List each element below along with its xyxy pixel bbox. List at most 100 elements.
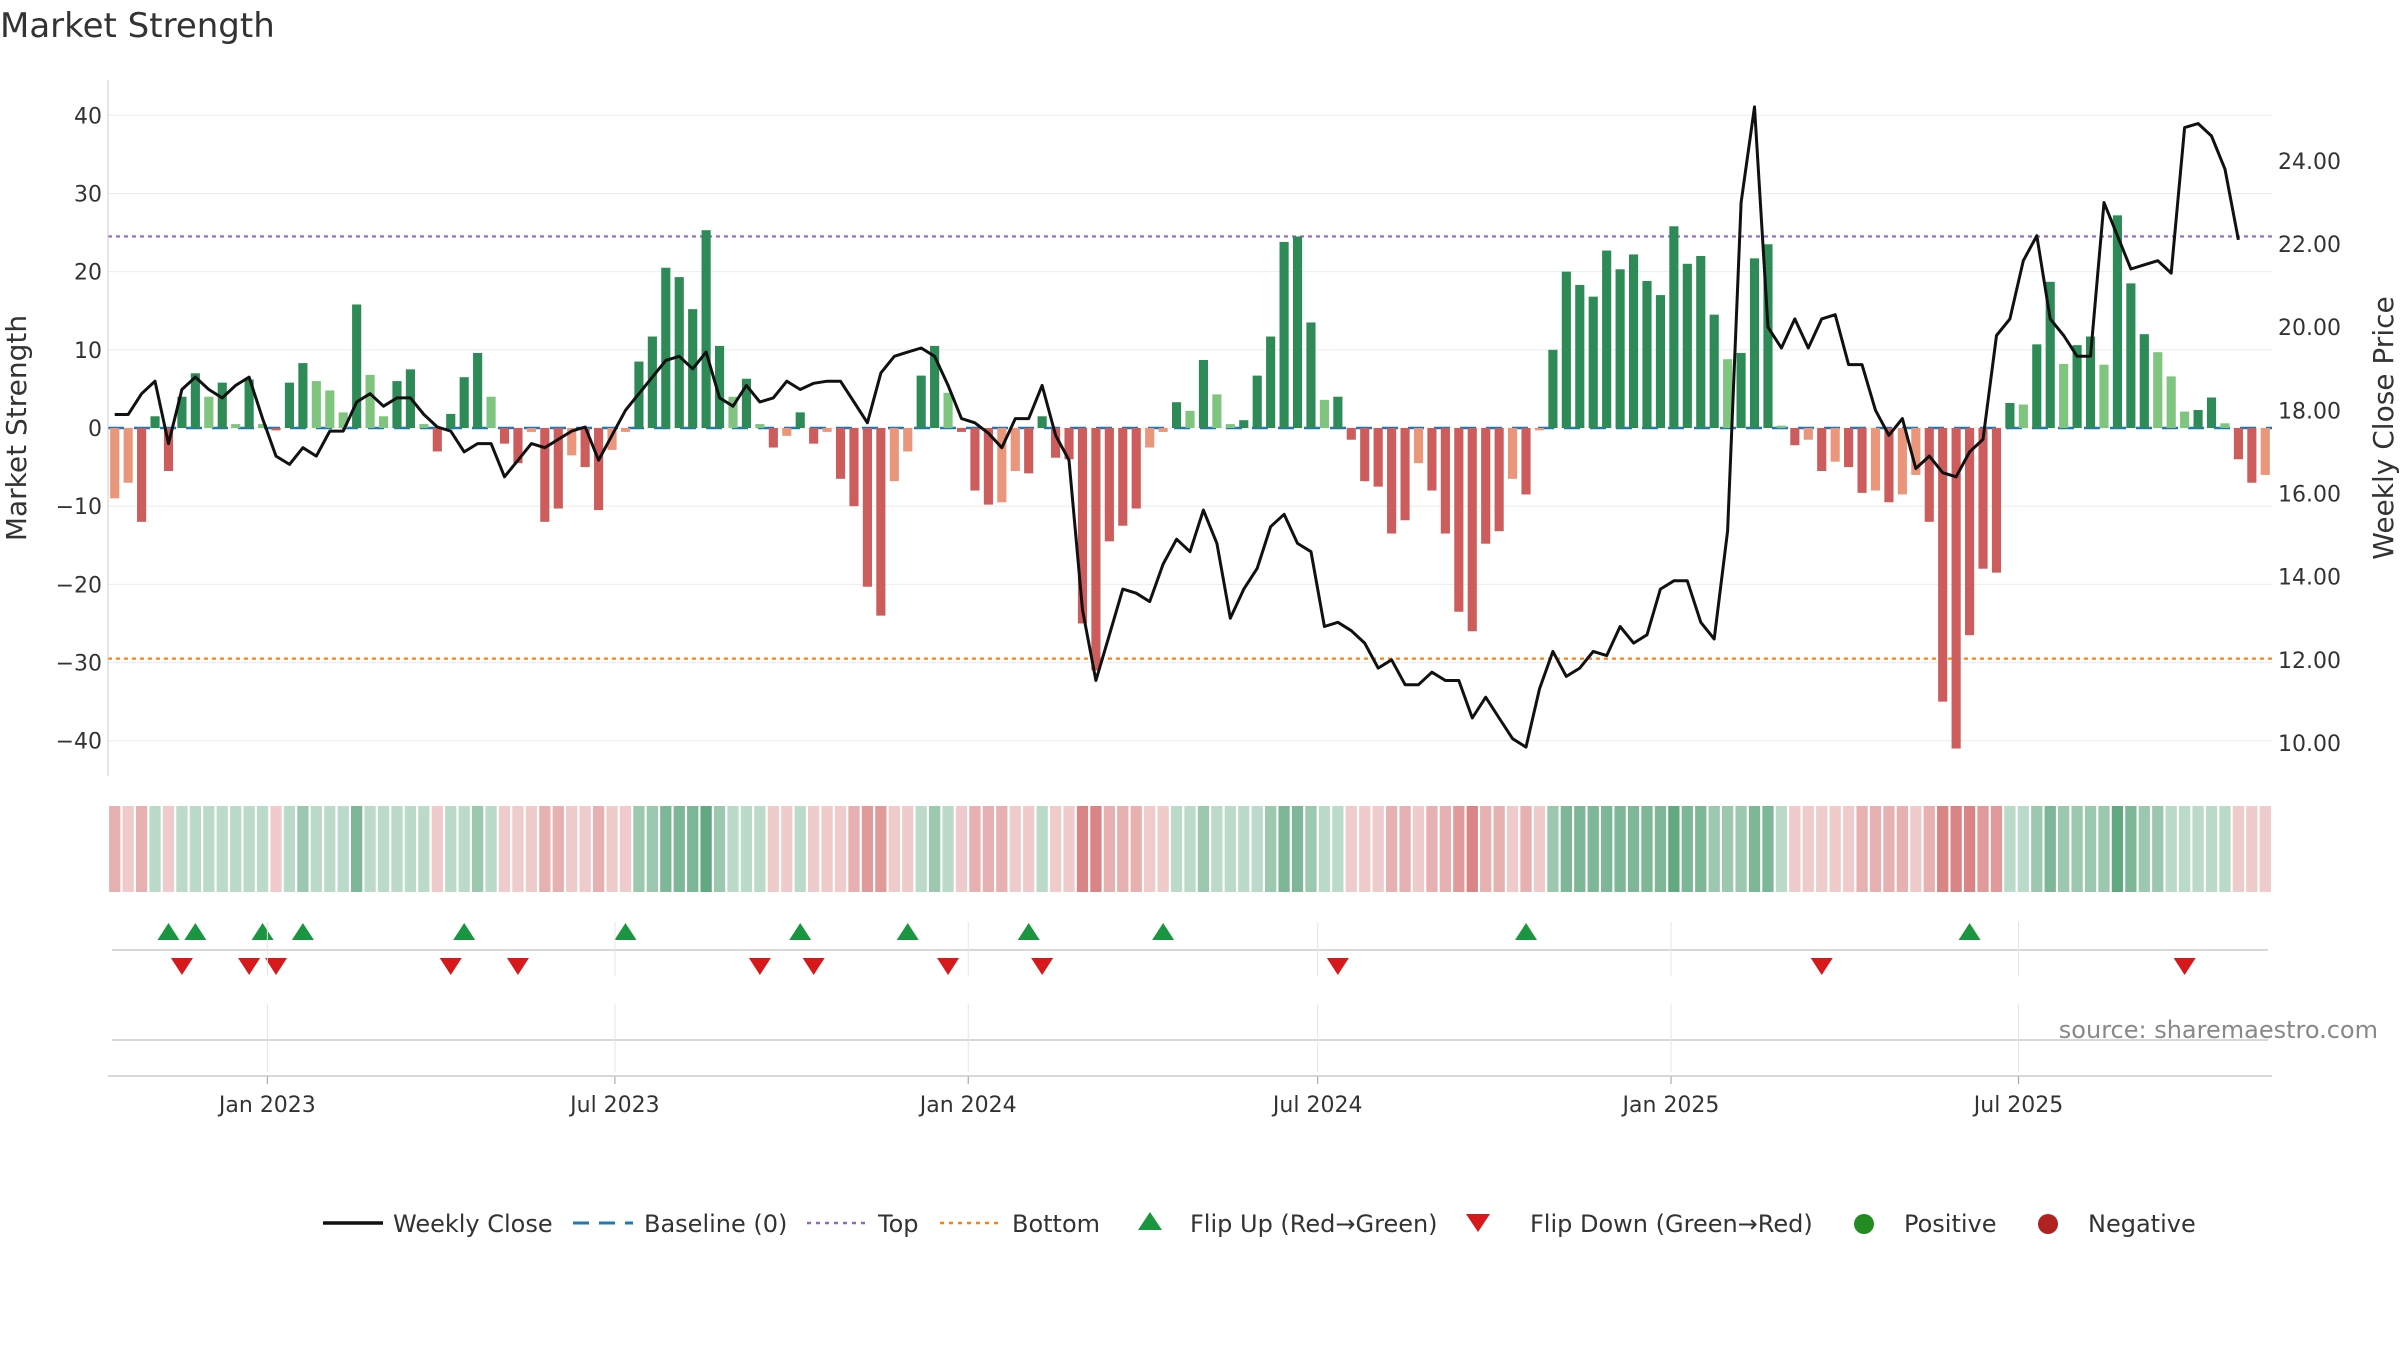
strength-bar [1292,236,1303,428]
strip-cell [1654,806,1667,892]
strip-cell [1117,806,1129,892]
strip-cell [566,806,578,892]
strength-bar [163,428,174,471]
right-tick-label: 10.00 [2278,732,2341,757]
strip-cell [2152,806,2164,892]
strength-bar [1077,428,1088,624]
strip-cell [512,806,524,892]
strip-cell [1668,806,1680,892]
flip-up-marker [291,923,314,940]
strength-bar [1104,428,1114,542]
strip-cell [915,806,927,892]
strip-cell [109,806,121,892]
strength-bar [1306,322,1316,428]
strip-cell [1789,806,1801,892]
strip-cell [767,806,779,892]
strip-cell [297,806,309,892]
strip-cell [418,806,430,892]
strip-cell [1533,806,1546,892]
strip-cell [1721,806,1734,892]
strength-bar [446,413,456,428]
strength-bar [137,428,147,522]
strip-cell [2098,806,2110,892]
strip-cell [1923,806,1935,892]
strength-bar [1534,428,1545,431]
strip-cell [2004,806,2016,892]
strip-cell [1627,806,1640,892]
strip-cell [646,806,659,892]
strip-cell [1762,806,1774,892]
strength-bar [1897,428,1907,495]
flip-down-marker [802,958,825,975]
legend: Weekly Close Baseline (0) Top Bottom Fli… [323,1210,2196,1238]
strength-bar [580,428,590,468]
strip-cell [1480,806,1492,892]
strength-bar [1776,425,1786,428]
strip-cell [176,806,188,892]
strength-bar [231,424,241,428]
strip-cell [942,806,954,892]
strip-cell [1359,806,1371,892]
legend-flip-down-label: Flip Down (Green→Red) [1530,1210,1813,1238]
strip-cell [391,806,403,892]
strip-cell [2259,806,2271,892]
right-tick-label: 20.00 [2278,316,2341,341]
strength-bar [1709,314,1719,428]
strip-cell [1224,806,1236,892]
strength-bar [1051,428,1061,458]
left-tick-label: 30 [74,182,102,207]
strip-cell [794,806,806,892]
flip-up-marker [1017,923,1040,940]
strip-cell [1305,806,1317,892]
strip-cell [230,806,242,892]
strip-cell [458,806,470,892]
strip-cell [283,806,296,892]
strength-bar [1481,428,1491,544]
strip-cell [1493,806,1505,892]
strip-cell [969,806,981,892]
strip-cell [1439,806,1452,892]
right-tick-label: 22.00 [2278,233,2341,258]
strip-cell [1681,806,1693,892]
strip-cell [525,806,538,892]
strength-bar [1521,428,1531,495]
legend-positive-swatch [1854,1214,1874,1234]
strip-cell [1695,806,1707,892]
strip-cell [364,806,376,892]
strip-cell [135,806,148,892]
strength-bar [1198,359,1209,428]
strength-bar [1508,428,1518,479]
strength-bar [204,396,214,428]
strength-bar [2206,397,2217,428]
strength-bar [244,379,254,428]
strength-bar [1602,250,1612,428]
strip-cell [1318,806,1331,892]
strength-bar [849,428,859,507]
strip-cell [485,806,497,892]
strip-cell [982,806,995,892]
strength-bar [486,396,496,428]
legend-weekly-close-label: Weekly Close [393,1210,553,1238]
strip-cell [848,806,860,892]
strength-bar [2045,281,2055,428]
strip-cell [1103,806,1115,892]
strength-bar [701,230,711,428]
strength-bar [956,428,967,432]
strength-bar [1723,359,1733,428]
strength-bar [1655,295,1666,428]
strip-cell [1466,806,1478,892]
strength-bar [1373,428,1383,487]
strip-cell [579,806,591,892]
left-tick-label: −30 [56,652,102,677]
strip-cell [1614,806,1626,892]
chart-title: Market Strength [0,6,275,46]
strip-cell [1748,806,1761,892]
strip-cell [1574,806,1586,892]
strength-bar [2059,363,2069,428]
strength-bar [2166,376,2176,428]
strength-bar [258,424,268,428]
left-tick-label: 10 [74,339,102,364]
strip-cell [660,806,672,892]
strength-bar [298,363,308,428]
strength-bar [1682,263,1692,428]
